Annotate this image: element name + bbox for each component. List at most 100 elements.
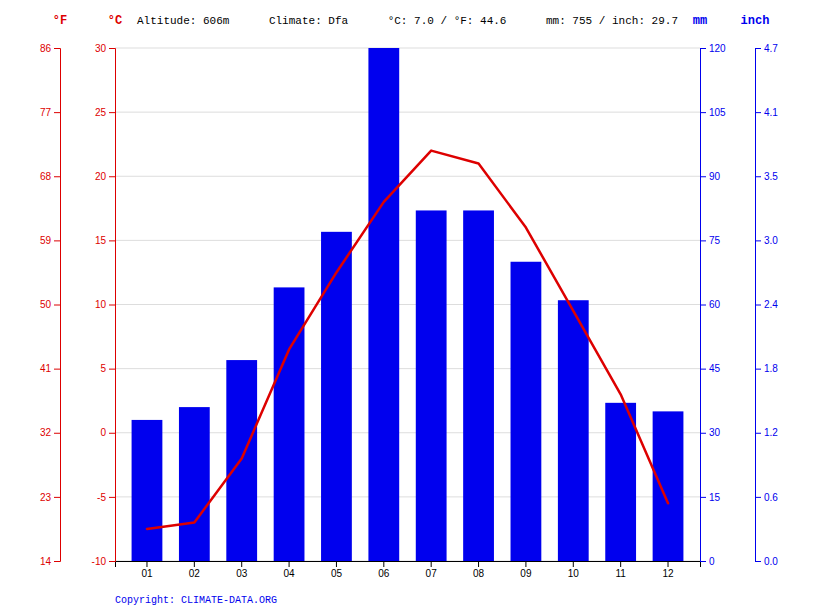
tick: 75 [700,235,721,246]
tick-label: 77 [40,107,52,118]
bar [416,210,447,561]
tick-label: 05 [331,568,343,579]
tick-mark [700,305,706,306]
tick-mark [109,48,115,49]
tick-label: 75 [709,235,721,246]
tick-mark [109,112,115,113]
tick-mark [109,240,115,241]
tick: 4.1 [755,107,778,118]
bar [511,262,542,561]
tick: 10 [95,299,115,310]
tick-mark [109,369,115,370]
tick-mark [54,176,60,177]
tick-mark [431,561,432,567]
tick-label: 11 [615,568,626,579]
tick-mark [383,561,384,567]
grid-line [115,112,700,113]
tick-mark [700,112,706,113]
axis-title: °C [108,14,122,28]
tick: 23 [40,492,60,503]
tick: 3.0 [755,235,778,246]
y2-axis: 0153045607590105120 [700,43,726,567]
tick-mark [241,561,242,567]
bar [653,411,684,561]
tick-label: 0 [100,427,106,438]
tick-mark [668,561,669,567]
axis-line [109,49,116,562]
tick-mark [755,305,761,306]
tick: 0 [700,556,715,567]
tick-label: 45 [709,363,721,374]
tick-label: 12 [662,568,674,579]
tick-mark [755,176,761,177]
tick: 120 [700,43,726,54]
tick-label: 20 [95,171,107,182]
tick-label: 86 [40,43,52,54]
bar [605,403,636,561]
tick-label: 01 [141,568,153,579]
tick-label: -10 [92,556,107,567]
tick-label: 59 [40,235,52,246]
tick-mark [755,112,761,113]
tick-mark [146,561,147,567]
tick-mark [700,433,706,434]
tick-label: 30 [709,427,721,438]
tick-label: -5 [97,492,106,503]
tick-label: 5 [100,363,106,374]
tick: 5 [100,363,115,374]
tick-mark [755,561,761,562]
tick: 50 [40,299,60,310]
tick-mark [700,176,706,177]
tick-mark [755,369,761,370]
annotation: mm: 755 / inch: 29.7 [546,15,678,27]
tick: 30 [95,43,115,54]
axis-line [116,562,701,568]
tick-label: 2.4 [764,299,778,310]
tick: 45 [700,363,721,374]
tick-label: 1.2 [764,427,778,438]
tick-mark [478,561,479,567]
tick-label: 06 [378,568,390,579]
annotation: °C: 7.0 / °F: 44.6 [388,15,507,27]
tick-mark [755,433,761,434]
bars [132,48,684,561]
tick: 1.2 [755,427,778,438]
grid-line [115,368,700,369]
tick: 15 [700,492,721,503]
tick-mark [700,369,706,370]
bar [132,420,163,561]
line [147,151,668,529]
bar [368,48,399,561]
y4-axis: 0.00.61.21.82.43.03.54.14.7 [755,43,778,567]
bar [179,407,210,561]
tick: 105 [700,107,726,118]
tick: -10 [92,556,115,567]
tick: 77 [40,107,60,118]
tick-label: 03 [236,568,248,579]
tick-label: 15 [95,235,107,246]
tick-label: 04 [284,568,296,579]
tick: 41 [40,363,60,374]
tick: 25 [95,107,115,118]
tick: 09 [520,561,532,579]
tick: 04 [284,561,296,579]
tick-mark [109,433,115,434]
chart: 010203040506070809101112-10-505101520253… [0,0,815,611]
grid-line [115,48,700,49]
y-axis: -10 -5 0 5 10 15 20 25 30 [92,43,116,567]
tick-label: 4.1 [764,107,778,118]
tick-label: 23 [40,492,52,503]
tick: 12 [662,561,674,579]
plot-area [132,48,684,561]
tick-label: 07 [426,568,438,579]
tick: 2.4 [755,299,778,310]
tick: 0.6 [755,492,778,503]
tick-label: 68 [40,171,52,182]
tick-label: 4.7 [764,43,778,54]
tick: 68 [40,171,60,182]
tick-label: 10 [568,568,580,579]
tick-mark [755,497,761,498]
bar [463,210,494,561]
tick-mark [54,240,60,241]
tick: 15 [95,235,115,246]
